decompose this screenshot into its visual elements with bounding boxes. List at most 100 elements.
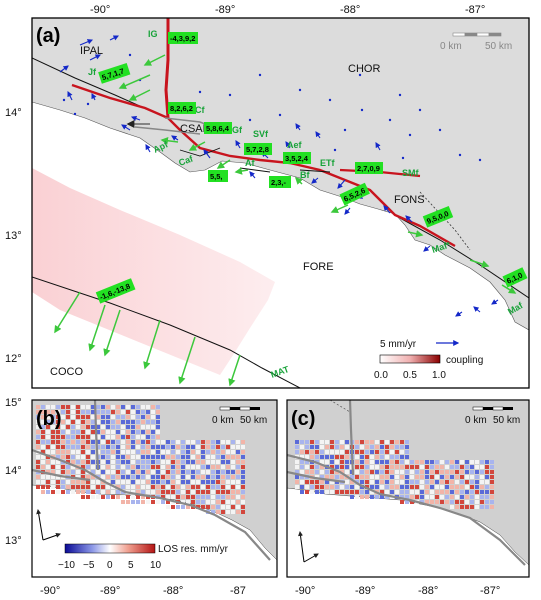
top-tick-2: -89° [215, 4, 235, 16]
residual-pixel [226, 475, 230, 479]
residual-pixel [131, 425, 135, 429]
residual-pixel [66, 430, 70, 434]
residual-pixel [126, 470, 130, 474]
residual-pixel [475, 465, 479, 469]
bottom-tick-c-2: -89° [355, 585, 375, 597]
residual-pixel [340, 450, 344, 454]
residual-pixel [315, 455, 319, 459]
residual-pixel [81, 465, 85, 469]
residual-pixel [475, 460, 479, 464]
residual-pixel [86, 425, 90, 429]
residual-pixel [156, 485, 160, 489]
los-direction-c [298, 531, 319, 563]
residual-pixel [355, 465, 359, 469]
residual-pixel [101, 410, 105, 414]
residual-pixel [56, 405, 60, 409]
residual-pixel [480, 480, 484, 484]
residual-pixel [300, 465, 304, 469]
fault-label-smf: SMf [402, 168, 420, 178]
residual-pixel [111, 480, 115, 484]
residual-pixel [420, 475, 424, 479]
residual-pixel [415, 470, 419, 474]
residual-pixel [335, 490, 339, 494]
scale-b-zero: 0 km [212, 415, 234, 426]
faults-b [32, 400, 271, 561]
residual-pixel [465, 485, 469, 489]
residual-pixel [380, 440, 384, 444]
residual-pixel [295, 480, 299, 484]
residual-pixel [61, 470, 65, 474]
faults-c [287, 400, 526, 566]
residual-pixel [295, 470, 299, 474]
residual-pixel [196, 485, 200, 489]
residual-pixel [36, 420, 40, 424]
residual-pixel [181, 500, 185, 504]
residual-pixel [171, 460, 175, 464]
residual-pixel [146, 425, 150, 429]
los-legend-label: LOS res. mm/yr [158, 544, 229, 555]
bottom-tick-b-4: -87 [230, 585, 246, 597]
rate-gf: 5,8,6,4 [206, 124, 230, 133]
residual-pixel [355, 490, 359, 494]
residual-pixel [186, 485, 190, 489]
residual-pixel [156, 475, 160, 479]
residual-pixel [405, 490, 409, 494]
residual-pixel [365, 490, 369, 494]
coupling-tick-1: 0.5 [403, 370, 417, 381]
residual-pixel [380, 480, 384, 484]
residual-pixel [385, 490, 389, 494]
residual-pixel [241, 485, 245, 489]
residual-pixel [131, 415, 135, 419]
residual-pixel [131, 455, 135, 459]
residual-pixel [300, 440, 304, 444]
residual-pixel [490, 470, 494, 474]
residual-pixel [116, 495, 120, 499]
residual-pixel [156, 465, 160, 469]
residual-pixel [325, 490, 329, 494]
residual-pixel [350, 495, 354, 499]
residual-pixel [415, 485, 419, 489]
residual-pixel [455, 505, 459, 509]
residual-pixel [345, 485, 349, 489]
residual-pixel [56, 415, 60, 419]
residual-pixel [325, 470, 329, 474]
residual-pixel [56, 480, 60, 484]
residual-pixel [166, 500, 170, 504]
residual-pixel [131, 460, 135, 464]
residual-pixel [241, 505, 245, 509]
residual-pixel [101, 450, 105, 454]
residual-pixel [420, 480, 424, 484]
residual-pixel [420, 485, 424, 489]
residual-pixel [315, 485, 319, 489]
residual-pixel [465, 490, 469, 494]
residual-pixel [216, 460, 220, 464]
residual-pixel [226, 455, 230, 459]
residual-pixel [390, 455, 394, 459]
residual-pixel [76, 405, 80, 409]
residual-pixel [305, 465, 309, 469]
residual-pixel [300, 455, 304, 459]
residual-pixel [221, 455, 225, 459]
bottom-tick-b-2: -89° [100, 585, 120, 597]
residual-pixel [380, 485, 384, 489]
residual-pixel [480, 475, 484, 479]
los-direction-b [36, 509, 61, 541]
residual-pixel [490, 460, 494, 464]
residual-pixel [425, 495, 429, 499]
residual-pixel [305, 470, 309, 474]
residual-pixel [36, 455, 40, 459]
residual-pixel [116, 435, 120, 439]
residual-pixel [86, 460, 90, 464]
residual-pixel [141, 430, 145, 434]
residual-pixel [216, 475, 220, 479]
residual-pixel [86, 495, 90, 499]
residual-pixel [56, 470, 60, 474]
residual-pixel [101, 405, 105, 409]
residual-pixel [176, 480, 180, 484]
residual-pixel [121, 455, 125, 459]
residual-pixel [211, 465, 215, 469]
residual-pixel [355, 445, 359, 449]
rate-ig: -4,3,9,2 [170, 34, 195, 43]
residual-pixel [360, 475, 364, 479]
residual-pixel [86, 485, 90, 489]
